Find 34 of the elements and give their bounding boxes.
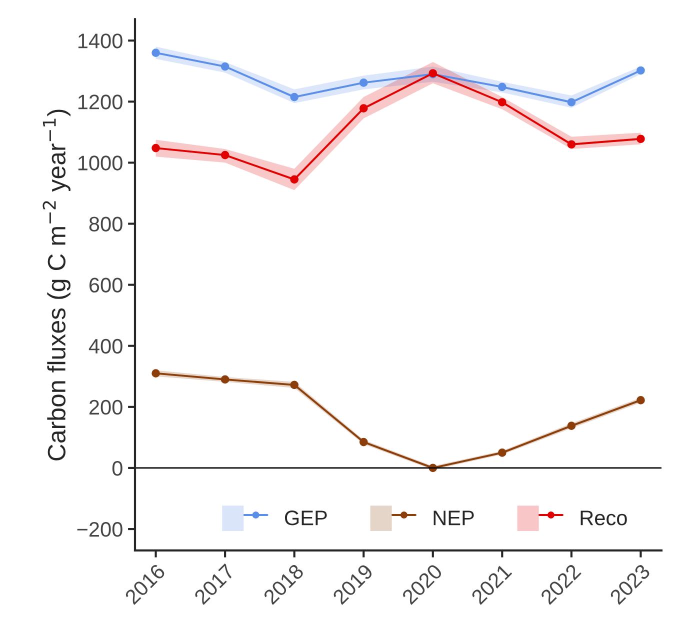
point	[290, 380, 299, 390]
point	[636, 134, 645, 144]
y-tick-label: −200	[77, 522, 122, 537]
point	[152, 144, 160, 152]
point	[290, 175, 299, 184]
point	[359, 104, 368, 113]
y-tick-label: 800	[89, 216, 122, 232]
point	[220, 150, 230, 160]
y-tick-label: 1000	[78, 156, 122, 170]
point	[152, 369, 160, 378]
legend-label: GEP	[284, 510, 327, 526]
point	[359, 78, 368, 87]
y-tick-label: 200	[89, 400, 122, 415]
point	[290, 92, 299, 102]
point	[567, 140, 576, 149]
point	[567, 98, 576, 106]
point	[498, 82, 506, 92]
point	[220, 62, 230, 71]
point	[498, 98, 506, 106]
point	[152, 48, 160, 57]
y-tick-label: 1200	[78, 94, 122, 110]
y-tick-label: 0	[112, 460, 122, 476]
y-tick-label: 1400	[78, 34, 122, 48]
y-tick-label: 600	[89, 278, 122, 293]
legend-label: Reco	[580, 510, 627, 526]
point	[636, 396, 645, 404]
legend-label: NEP	[434, 510, 474, 526]
point	[359, 438, 368, 446]
point	[220, 375, 230, 384]
point	[636, 66, 645, 75]
point	[567, 422, 576, 430]
point	[498, 448, 506, 457]
y-tick-label: 400	[88, 338, 122, 354]
y-axis-title: Carbon fluxes (g C m$^{−2}$ year$^{−1}$)	[42, 110, 70, 460]
